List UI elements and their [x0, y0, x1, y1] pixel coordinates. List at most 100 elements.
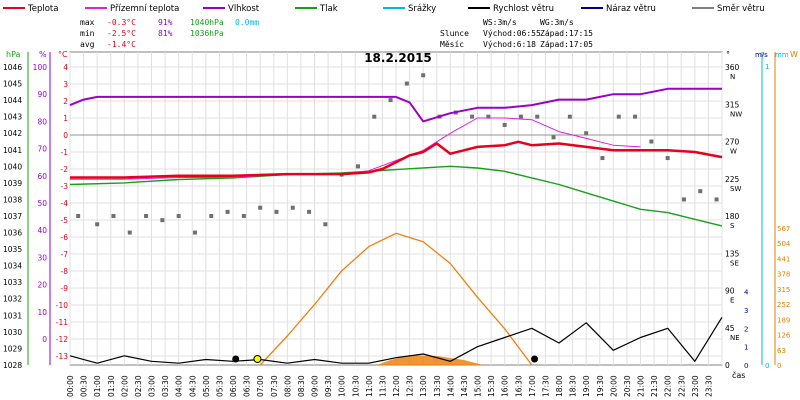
axis-tick-dir-name: N	[730, 73, 735, 81]
legend-label: Rychlost větru	[493, 4, 554, 14]
axis-tick-pct: 80	[37, 117, 47, 126]
stat-ws: WS:3m/s	[483, 18, 517, 27]
stat-avg-label: avg	[80, 40, 95, 49]
series-wind-dir-point	[76, 214, 81, 218]
stat-sun-label: Slunce	[440, 29, 469, 38]
series-wind-dir-point	[518, 114, 523, 119]
axis-unit-hpa: hPa	[6, 50, 21, 59]
axis-tick-temp: -10	[56, 301, 68, 310]
axis-tick-mm: 0	[765, 362, 769, 370]
axis-tick-temp: 4	[63, 63, 68, 72]
series-wind-dir-point	[616, 114, 621, 119]
legend-label: Vlhkost	[228, 4, 260, 14]
axis-tick-time: 23:00	[691, 375, 700, 397]
series-wind-dir-point	[470, 114, 475, 119]
stat-min-hum: 81%	[158, 29, 173, 38]
sun-rise-marker	[253, 355, 262, 363]
series-temp	[70, 140, 723, 179]
axis-tick-time: 16:30	[514, 375, 523, 397]
axis-unit-temp: °C	[58, 50, 68, 59]
axis-tick-time: 03:00	[148, 375, 157, 397]
stat-min-label: min	[80, 29, 95, 38]
axis-tick-time: 09:00	[311, 375, 320, 397]
legend-label: Směr větru	[717, 4, 765, 14]
axis-tick-dir-name: SE	[730, 259, 739, 267]
axis-tick-dir: 90	[725, 287, 735, 296]
stat-max-press: 1040hPa	[190, 18, 224, 27]
axis-tick-hpa: 1043	[3, 113, 22, 122]
axis-tick-w: 504	[777, 240, 791, 248]
stat-avg-temp: -1.4°C	[107, 40, 136, 49]
stat-max-label: max	[80, 18, 95, 27]
axis-tick-w: 441	[777, 255, 790, 263]
series-wind-dir-point	[584, 131, 589, 136]
sun-set-marker	[531, 355, 539, 363]
axis-tick-time: 11:00	[365, 375, 374, 397]
series-wind-dir-point	[258, 205, 263, 210]
axis-tick-pct: 60	[37, 172, 47, 181]
axis-tick-temp: -13	[56, 352, 68, 361]
chart-title: 18.2.2015	[364, 51, 432, 65]
axis-tick-time: 19:30	[596, 375, 605, 397]
stat-moon-set: Západ:17:05	[540, 40, 593, 49]
axis-tick-temp: 1	[63, 114, 68, 123]
axis-tick-ms: 2	[744, 325, 748, 333]
axis-tick-time: 05:30	[215, 375, 224, 397]
axis-unit-w: W	[790, 50, 798, 59]
axis-tick-time: 21:30	[650, 375, 659, 397]
axis-tick-time: 13:00	[419, 375, 428, 397]
axis-tick-dir: 270	[725, 138, 740, 147]
series-solar	[259, 232, 533, 366]
series-wind-speed	[69, 316, 723, 364]
axis-tick-hpa: 1033	[3, 278, 22, 287]
axis-tick-time: 21:00	[637, 375, 646, 397]
stat-moon-label: Měsíc	[440, 40, 464, 49]
axis-tick-pct: 70	[37, 145, 47, 154]
axis-tick-dir-name: SW	[730, 185, 741, 193]
axis-tick-w: 189	[777, 316, 790, 324]
axis-tick-hpa: 1037	[3, 212, 22, 221]
stat-moon-rise: Východ:6:18	[483, 40, 536, 49]
axis-tick-pct: 50	[37, 199, 47, 208]
axis-tick-time: 12:00	[392, 375, 401, 397]
axis-tick-hpa: 1034	[3, 262, 22, 271]
axis-tick-pct: 90	[37, 90, 47, 99]
axis-tick-dir: 0	[725, 361, 730, 370]
axis-unit-dir: °	[726, 50, 730, 59]
axis-tick-time: 05:00	[202, 375, 211, 397]
series-wind-dir-point	[372, 114, 377, 119]
axis-tick-temp: 3	[63, 80, 68, 89]
series-wind-dir-point	[209, 214, 214, 218]
axis-tick-temp: -5	[61, 216, 69, 225]
axis-tick-temp: -6	[61, 233, 69, 242]
axis-tick-time: 08:00	[283, 375, 292, 397]
moon-rise-marker	[232, 355, 240, 363]
series-wind-dir-point	[535, 114, 540, 119]
axis-tick-time: 06:00	[229, 375, 238, 397]
axis-tick-time: 22:30	[677, 375, 686, 397]
series-ground-temp	[70, 117, 641, 180]
axis-tick-time: 04:30	[188, 375, 197, 397]
axis-tick-w: 567	[777, 225, 790, 233]
axis-tick-hpa: 1040	[3, 162, 22, 171]
axis-tick-ms: 3	[744, 307, 748, 315]
series-wind-dir-point	[567, 114, 572, 119]
series-wind-dir-point	[307, 209, 312, 214]
stat-min-temp: -2.5°C	[107, 29, 136, 38]
axis-tick-hpa: 1046	[3, 63, 22, 72]
axis-tick-temp: 2	[63, 97, 68, 106]
axis-tick-temp: -7	[61, 250, 69, 259]
stat-wg: WG:3m/s	[540, 18, 574, 27]
axis-tick-dir-name: W	[730, 148, 737, 156]
axis-tick-dir-name: E	[730, 297, 734, 305]
series-wind-dir-point	[633, 114, 638, 119]
series-wind-dir-point	[551, 135, 556, 140]
axis-tick-temp: -11	[56, 318, 68, 327]
axis-tick-w: 126	[777, 332, 791, 340]
axis-tick-time: 10:00	[338, 375, 347, 397]
series-wind-dir-point	[681, 197, 686, 202]
axis-tick-dir: 315	[725, 100, 740, 109]
axis-tick-time: 23:30	[704, 375, 713, 397]
axis-tick-time: 01:00	[93, 375, 102, 397]
axis-tick-time: 17:30	[541, 375, 550, 397]
